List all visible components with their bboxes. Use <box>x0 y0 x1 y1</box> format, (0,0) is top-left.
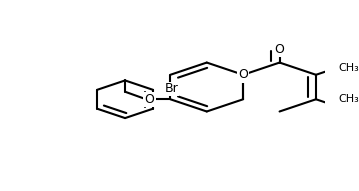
Text: CH₃: CH₃ <box>339 63 359 73</box>
Text: Br: Br <box>164 82 178 96</box>
Text: CH₃: CH₃ <box>339 94 359 104</box>
Text: O: O <box>238 68 248 81</box>
Text: O: O <box>275 43 285 56</box>
Text: O: O <box>144 93 154 106</box>
